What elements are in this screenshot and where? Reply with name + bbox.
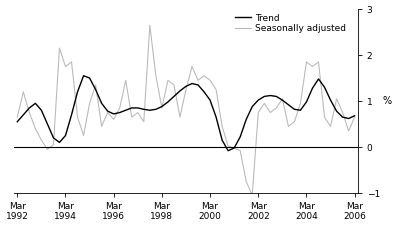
Y-axis label: %: % xyxy=(382,96,391,106)
Legend: Trend, Seasonally adjusted: Trend, Seasonally adjusted xyxy=(235,14,346,33)
